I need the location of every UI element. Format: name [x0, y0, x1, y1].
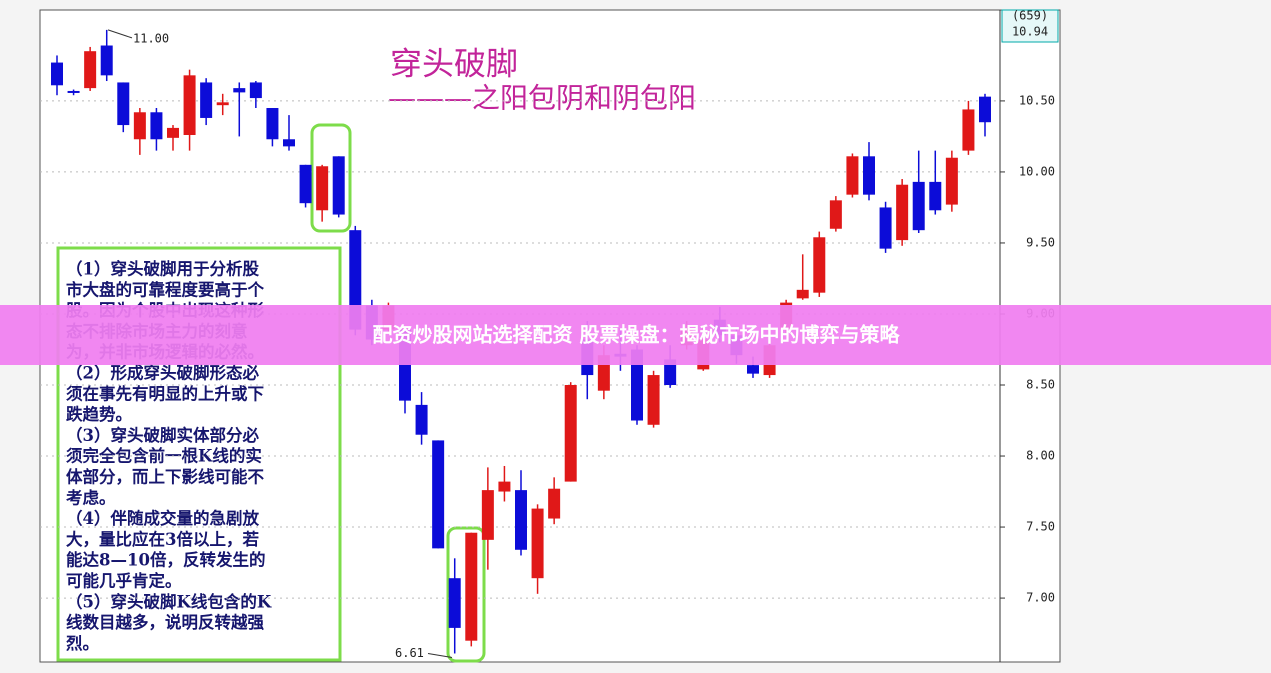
candle-body	[316, 166, 329, 211]
candle-body	[67, 90, 80, 93]
candle-body	[631, 349, 643, 421]
candle-body	[233, 88, 246, 93]
candle-body	[945, 157, 958, 205]
y-tick-label: 10.00	[1019, 164, 1055, 178]
note-line: 跌趋势。	[66, 404, 132, 424]
candle-body	[465, 532, 478, 641]
note-line: 体部分，而上下影线可能不	[66, 467, 265, 487]
note-line: 能达8—10倍，反转发生的	[66, 550, 265, 570]
candle-body	[515, 490, 527, 550]
annotation: 6.61	[395, 646, 424, 660]
price-box-code: (659)	[1012, 9, 1048, 23]
candle-body	[747, 365, 759, 374]
candle-body	[929, 181, 942, 211]
candle-body	[664, 359, 677, 386]
candle-body	[266, 108, 279, 140]
note-line: （4）伴随成交量的急剧放	[66, 508, 259, 528]
banner	[0, 305, 1271, 365]
candle-body	[299, 164, 312, 204]
note-line: 线数目越多，说明反转越强	[66, 612, 265, 632]
candle-body	[216, 102, 229, 106]
candle-body	[283, 139, 295, 147]
chart-title: 穿头破脚	[390, 45, 518, 83]
candle-body	[200, 82, 213, 118]
note-line: （3）穿头破脚实体部分必	[66, 425, 259, 445]
candle-body	[912, 181, 925, 231]
candle-body	[962, 109, 975, 151]
note-line: 可能几乎肯定。	[66, 571, 182, 591]
candle-body	[51, 62, 63, 86]
candle-body	[332, 156, 345, 215]
y-tick-label: 9.50	[1026, 235, 1055, 249]
note-line: （5）穿头破脚K线包含的K	[66, 591, 272, 611]
annotation: 11.00	[133, 31, 169, 45]
annotation-leader	[427, 652, 453, 658]
candle-body	[481, 490, 494, 540]
note-line: 大，量比应在3倍以上，若	[66, 529, 259, 549]
candle-body	[448, 578, 461, 628]
note-line: 须在事先有明显的上升或下	[66, 383, 264, 403]
candle-body	[813, 237, 826, 293]
price-box	[1001, 9, 1059, 43]
candle-body	[564, 385, 577, 482]
candle-body	[896, 184, 909, 241]
candle-body	[647, 375, 660, 425]
candle-body	[432, 440, 445, 549]
candle-body	[415, 404, 428, 435]
banner-text: 配资炒股网站选择配资 股票操盘：揭秘市场中的博弈与策略	[373, 323, 901, 347]
candle-body	[100, 45, 113, 76]
y-tick-label: 10.50	[1019, 93, 1055, 107]
note-line: 考虑。	[65, 487, 116, 507]
chart-subtitle: ———之阳包阴和阴包阳	[388, 82, 696, 115]
candle-body	[796, 289, 809, 299]
note-line: 烈。	[66, 634, 99, 653]
candle-body	[249, 82, 262, 99]
candle-body	[863, 156, 875, 195]
candle-body	[167, 127, 179, 138]
highlight-box	[446, 526, 486, 663]
y-tick-label: 8.00	[1026, 449, 1055, 463]
highlight-box	[310, 123, 352, 233]
y-tick-label: 7.50	[1026, 520, 1055, 534]
note-line: （2）形成穿头破脚形态必	[66, 363, 259, 383]
y-tick-label: 8.50	[1026, 378, 1055, 392]
candle-body	[498, 481, 511, 492]
candle-body	[349, 230, 362, 330]
candle-body	[84, 51, 97, 89]
note-line: （1）穿头破脚用于分析股	[66, 259, 259, 279]
candle-body	[846, 156, 859, 195]
note-line: 市大盘的可靠程度要高于个	[66, 279, 265, 299]
annotation-leader	[107, 29, 133, 39]
note-line: 须完全包含前一根K线的实	[66, 446, 262, 466]
candle-body	[133, 112, 146, 140]
candle-body	[879, 207, 892, 249]
candle-body	[829, 200, 842, 229]
candle-body	[548, 488, 561, 519]
price-box-price: 10.94	[1012, 25, 1048, 39]
candle-body	[979, 96, 991, 123]
candle-body	[531, 508, 544, 579]
y-tick-label: 7.00	[1026, 591, 1055, 605]
candle-body	[150, 112, 163, 140]
candle-body	[183, 75, 196, 136]
candle-body	[117, 82, 130, 126]
